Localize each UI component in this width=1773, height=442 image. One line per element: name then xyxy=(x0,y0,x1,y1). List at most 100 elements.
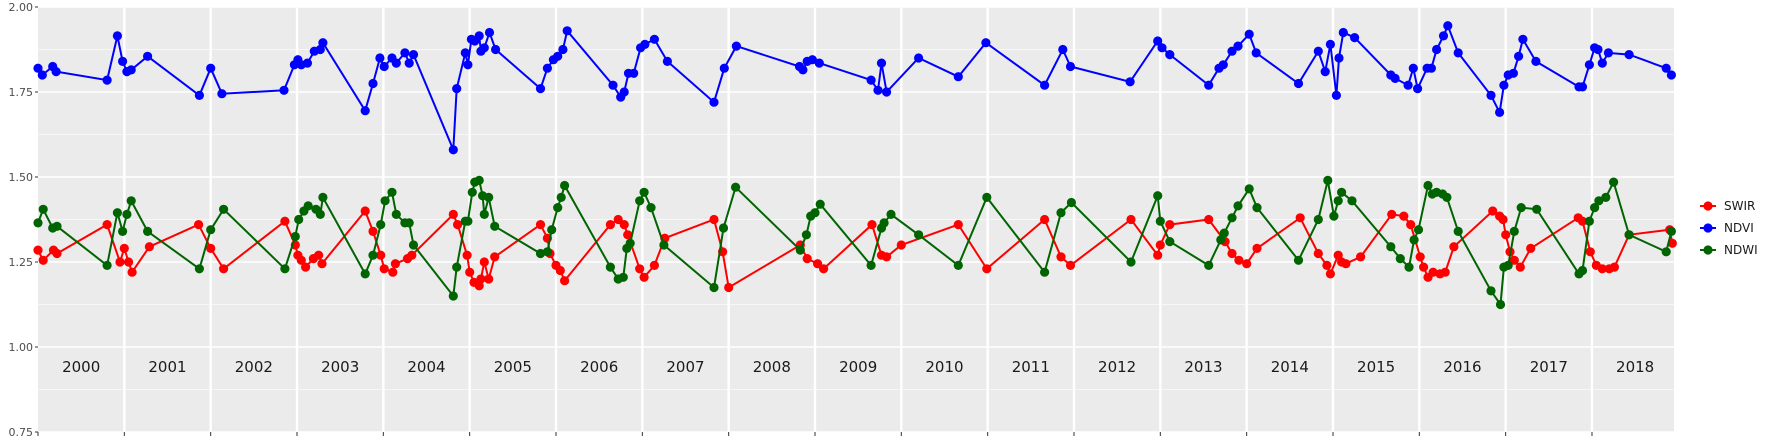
data-point xyxy=(102,75,112,85)
data-point xyxy=(217,89,227,99)
data-point xyxy=(1399,211,1409,221)
data-point xyxy=(1153,36,1163,46)
data-point xyxy=(1165,50,1175,60)
data-point xyxy=(1453,226,1463,236)
legend-marker xyxy=(1703,245,1713,255)
data-point xyxy=(460,48,470,58)
data-point xyxy=(1532,204,1542,214)
data-point xyxy=(400,48,410,58)
data-point xyxy=(1509,255,1519,265)
data-point xyxy=(1499,80,1509,90)
data-point xyxy=(618,272,628,282)
data-point xyxy=(33,63,43,73)
data-point xyxy=(368,250,378,260)
data-point xyxy=(619,87,629,97)
data-point xyxy=(1498,214,1508,225)
data-point xyxy=(1157,43,1167,53)
data-point xyxy=(1153,191,1163,201)
year-label: 2016 xyxy=(1443,358,1481,376)
data-point xyxy=(562,26,572,36)
data-point xyxy=(463,216,473,226)
data-point xyxy=(724,282,734,293)
y-tick-label: 1.75 xyxy=(9,86,34,99)
data-point xyxy=(1515,262,1525,272)
data-point xyxy=(296,255,306,265)
data-point xyxy=(1155,216,1165,226)
data-point xyxy=(619,220,629,230)
data-point xyxy=(882,252,892,262)
year-label: 2017 xyxy=(1530,358,1568,376)
data-point xyxy=(1428,267,1438,277)
data-point xyxy=(1056,208,1066,218)
data-point xyxy=(1218,60,1228,70)
data-point xyxy=(1577,216,1588,226)
data-point xyxy=(1661,63,1671,73)
data-point xyxy=(1514,51,1524,61)
data-point xyxy=(556,192,566,202)
data-point xyxy=(1495,107,1505,117)
data-point xyxy=(1584,216,1594,226)
data-point xyxy=(1404,262,1414,272)
data-point xyxy=(360,206,370,216)
data-point xyxy=(376,220,386,230)
data-point xyxy=(219,204,229,214)
data-point xyxy=(452,262,462,272)
data-point xyxy=(391,209,401,219)
data-point xyxy=(318,38,328,48)
data-point xyxy=(709,214,719,225)
data-point xyxy=(807,55,818,65)
data-point xyxy=(1453,48,1463,58)
legend-item-ndwi: NDWI xyxy=(1700,243,1758,257)
data-point xyxy=(866,75,876,85)
data-point xyxy=(380,196,390,206)
data-point xyxy=(542,247,553,257)
data-point xyxy=(623,230,633,240)
data-point xyxy=(1320,67,1330,77)
data-point xyxy=(1406,220,1416,230)
data-point xyxy=(1609,262,1619,272)
data-point xyxy=(662,56,673,66)
data-point xyxy=(1333,196,1343,206)
data-point xyxy=(1495,299,1506,310)
data-point xyxy=(1624,230,1634,240)
data-point xyxy=(813,259,823,269)
y-tick-label: 2.00 xyxy=(9,1,34,14)
data-point xyxy=(882,87,892,97)
data-point xyxy=(1227,248,1237,259)
data-point xyxy=(118,56,128,66)
data-point xyxy=(290,231,300,242)
data-point xyxy=(560,276,570,286)
data-point xyxy=(479,43,489,53)
data-point xyxy=(879,218,889,228)
data-point xyxy=(635,264,645,274)
data-point xyxy=(649,260,660,270)
data-point xyxy=(33,218,43,228)
data-point xyxy=(1244,29,1254,39)
legend-label: NDWI xyxy=(1724,243,1758,257)
legend: SWIR NDVI NDWI xyxy=(1700,199,1758,257)
data-point xyxy=(143,226,153,236)
data-point xyxy=(1155,240,1165,250)
data-point xyxy=(33,245,43,255)
data-point xyxy=(102,260,112,270)
year-label: 2011 xyxy=(1012,358,1050,376)
data-point xyxy=(1486,286,1496,296)
data-point xyxy=(317,259,327,269)
data-point xyxy=(315,209,325,219)
data-point xyxy=(1252,243,1262,253)
data-point xyxy=(814,58,824,68)
data-point xyxy=(1216,235,1226,245)
data-point xyxy=(1341,259,1351,269)
data-point xyxy=(1390,73,1400,83)
data-point xyxy=(659,240,669,250)
data-point xyxy=(119,243,129,253)
data-point xyxy=(368,226,378,236)
data-point xyxy=(560,180,570,191)
data-point xyxy=(1590,203,1600,213)
data-point xyxy=(1227,46,1237,56)
data-point xyxy=(479,209,489,219)
data-point xyxy=(802,254,812,264)
data-point xyxy=(484,274,494,284)
data-point xyxy=(1609,177,1619,187)
data-point xyxy=(1419,262,1429,272)
